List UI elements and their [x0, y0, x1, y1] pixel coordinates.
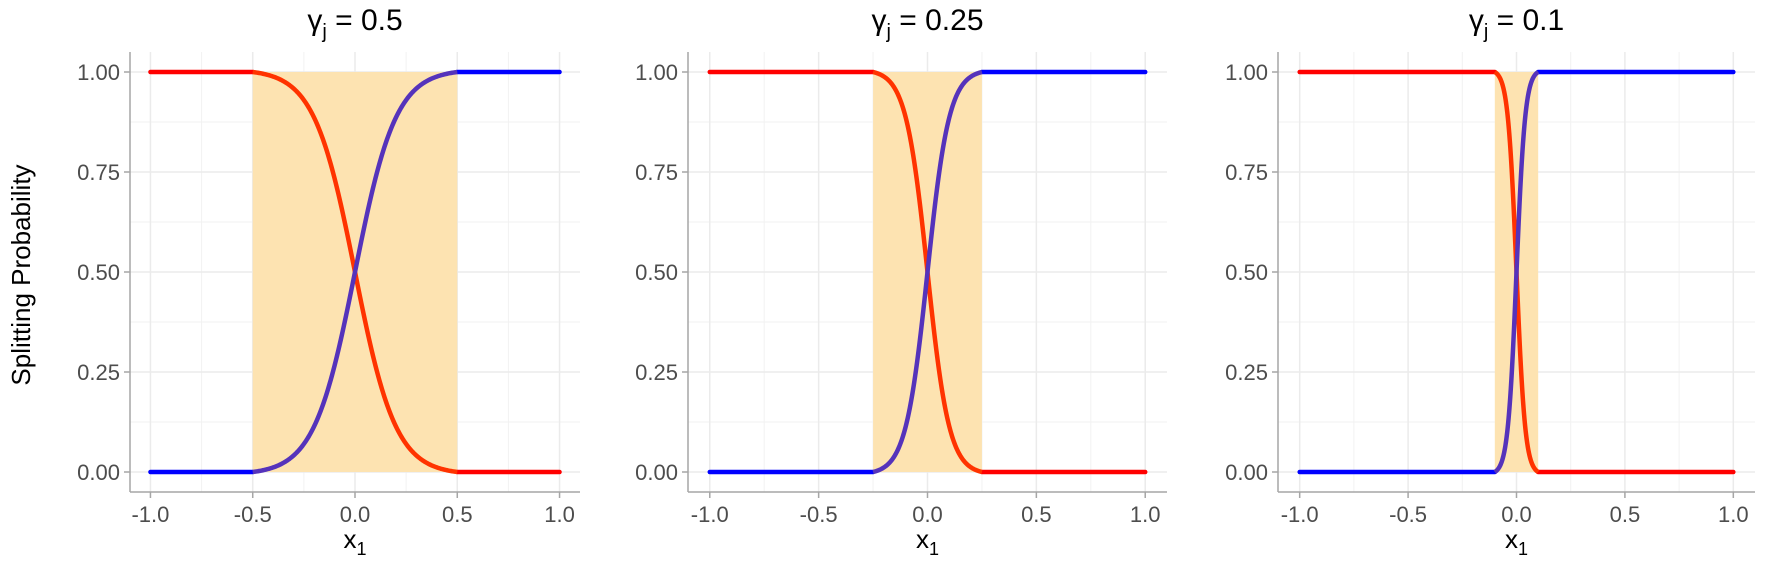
x-tick-label: -1.0	[131, 502, 169, 527]
y-tick-label: 0.00	[77, 460, 120, 485]
x-axis-title: x1	[343, 524, 366, 559]
series-increasing-transition	[251, 69, 459, 475]
x-tick-label: 0.0	[340, 502, 371, 527]
x-tick-label: -0.5	[1389, 502, 1427, 527]
x-tick-label: -1.0	[691, 502, 729, 527]
y-tick-label: 1.00	[635, 60, 678, 85]
y-tick-label: 1.00	[77, 60, 120, 85]
x-tick-label: -1.0	[1281, 502, 1319, 527]
chart-panel-2: -1.0 -0.5 0.0 0.5 1.0 0.00 0.25 0.50 0.75 1.00 γj …	[635, 4, 1167, 559]
y-tick-label: 0.50	[1225, 260, 1268, 285]
y-axis-title: Splitting Probability	[6, 164, 36, 385]
x-tick-label: 1.0	[1130, 502, 1161, 527]
series-increasing-transition	[871, 69, 984, 475]
panel-title: γj = 0.25	[871, 4, 983, 43]
y-tick-label: 0.25	[635, 360, 678, 385]
y-tick-label: 0.75	[77, 160, 120, 185]
x-tick-label: -0.5	[234, 502, 272, 527]
x-axis-title: x1	[916, 524, 939, 559]
panel-title: γj = 0.1	[1469, 4, 1564, 43]
y-tick-label: 0.00	[1225, 460, 1268, 485]
y-tick-label: 0.50	[77, 260, 120, 285]
chart-panel-1: -1.0 -0.5 0.0 0.5 1.0 0.00 0.25 0.50 0.75 1.00 γj …	[77, 4, 580, 559]
x-tick-label: 1.0	[1718, 502, 1749, 527]
x-axis-title: x1	[1505, 524, 1528, 559]
x-tick-label: 1.0	[544, 502, 575, 527]
x-tick-label: 0.5	[1610, 502, 1641, 527]
y-tick-label: 0.25	[1225, 360, 1268, 385]
panel-title: γj = 0.5	[307, 4, 402, 43]
y-tick-label: 0.75	[1225, 160, 1268, 185]
x-tick-label: -0.5	[800, 502, 838, 527]
y-tick-label: 0.50	[635, 260, 678, 285]
chart-panel-3: -1.0 -0.5 0.0 0.5 1.0 0.00 0.25 0.50 0.75 1.00 γj …	[1225, 4, 1755, 559]
x-tick-label: 0.5	[1021, 502, 1052, 527]
y-tick-label: 0.00	[635, 460, 678, 485]
y-tick-label: 0.25	[77, 360, 120, 385]
x-tick-label: 0.5	[442, 502, 473, 527]
series-increasing-transition	[1492, 69, 1541, 475]
x-tick-label: 0.0	[1501, 502, 1532, 527]
x-tick-label: 0.0	[912, 502, 943, 527]
y-tick-label: 0.75	[635, 160, 678, 185]
y-tick-label: 1.00	[1225, 60, 1268, 85]
